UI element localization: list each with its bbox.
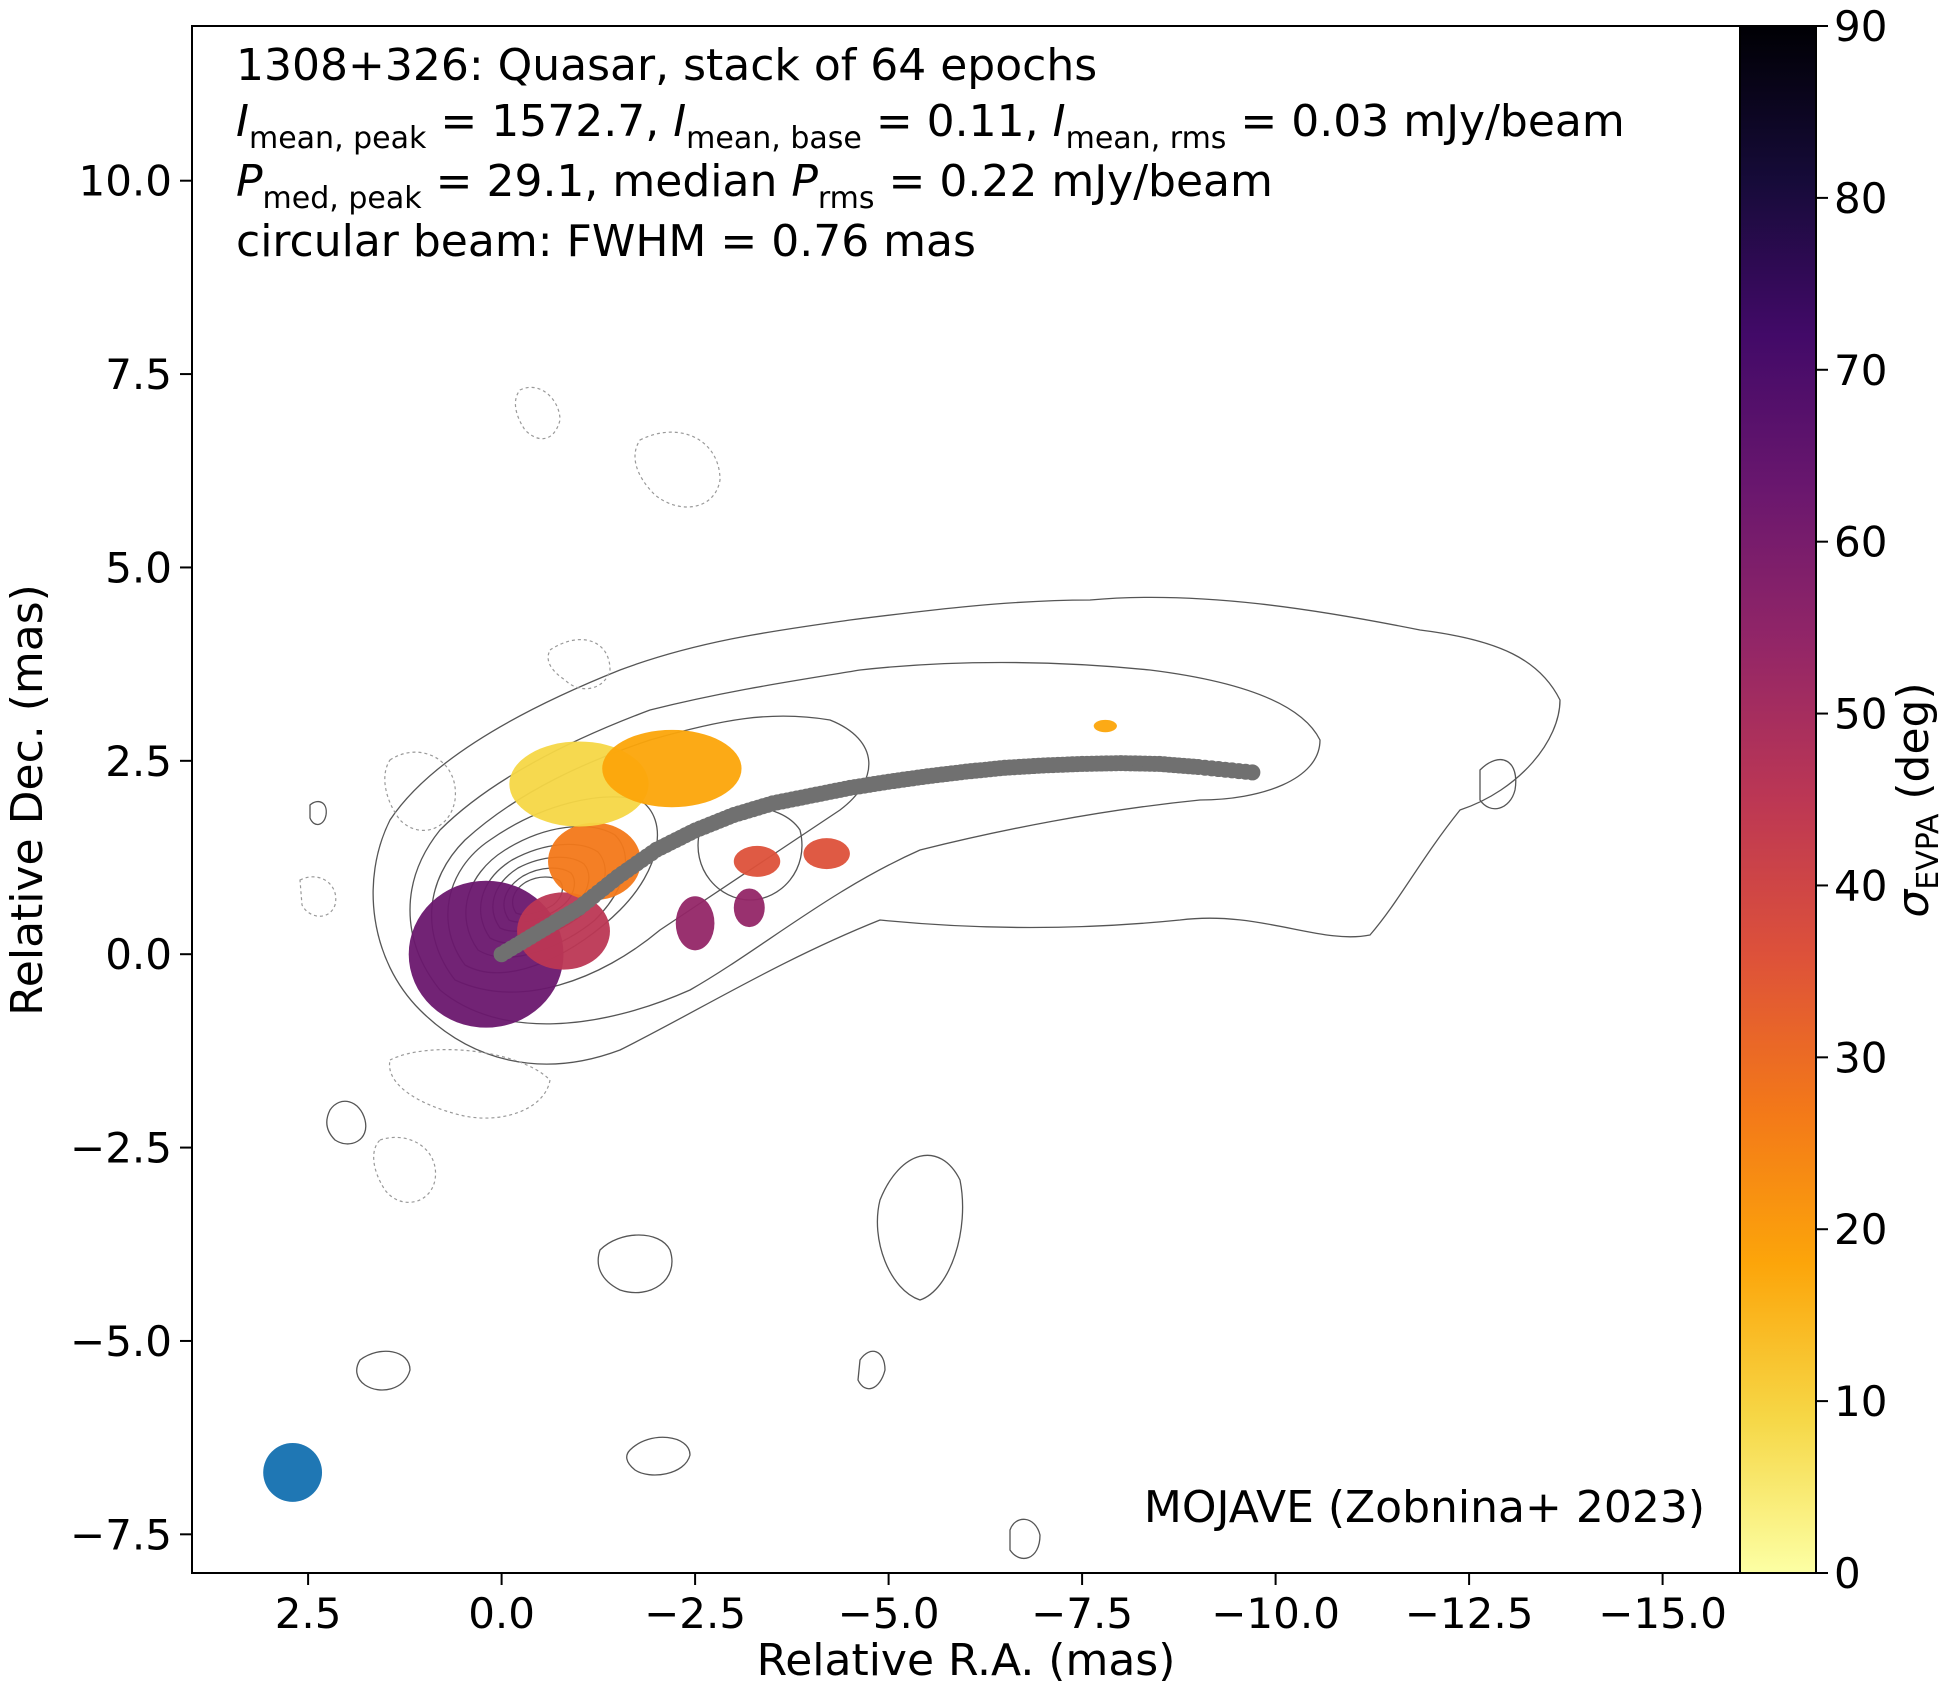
y-axis-label: Relative Dec. (mas) bbox=[2, 584, 53, 1016]
p-rms-symbol: P bbox=[791, 156, 818, 207]
jet-outer-contour bbox=[372, 596, 1561, 1065]
colorbar-label-symbol: σ bbox=[1888, 889, 1939, 918]
y-tick-label: 7.5 bbox=[105, 350, 172, 399]
i-rms-symbol: I bbox=[1053, 96, 1066, 147]
island-contour-1 bbox=[876, 1154, 964, 1301]
annotation-block: 1308+326: Quasar, stack of 64 epochs Ime… bbox=[236, 40, 1705, 1533]
colorbar-label-unit: (deg) bbox=[1888, 682, 1939, 813]
y-tick-label: −2.5 bbox=[70, 1124, 172, 1173]
island-contour-6 bbox=[857, 1350, 886, 1390]
colorbar-tick-label: 10 bbox=[1834, 1377, 1887, 1426]
colorbar-label: σEVPA (deg) bbox=[1888, 682, 1946, 917]
colorbar-tick-label: 30 bbox=[1834, 1033, 1887, 1082]
colorbar-fill bbox=[1740, 26, 1816, 1573]
y-tick-label: 0.0 bbox=[105, 930, 172, 979]
colorbar-label-subscript: EVPA bbox=[1911, 813, 1946, 890]
neg-contour-2 bbox=[634, 431, 721, 508]
x-tick-label: 0.0 bbox=[468, 1589, 535, 1638]
evpa-region bbox=[733, 888, 765, 928]
x-tick-label: −2.5 bbox=[644, 1589, 746, 1638]
island-contour-2 bbox=[597, 1234, 673, 1294]
colorbar: 0 10 20 30 40 50 60 70 80 90 σEVPA (deg) bbox=[1739, 2, 1946, 1598]
i-peak-symbol: I bbox=[236, 96, 249, 147]
evpa-region bbox=[602, 729, 742, 808]
annotation-line1: 1308+326: Quasar, stack of 64 epochs bbox=[236, 40, 1097, 91]
i-rms-value: = 0.03 mJy/beam bbox=[1226, 96, 1624, 147]
p-peak-value: = 29.1, median bbox=[422, 156, 792, 207]
island-contour-7 bbox=[1009, 1518, 1041, 1560]
p-rms-value: = 0.22 mJy/beam bbox=[875, 156, 1273, 207]
i-peak-subscript: mean, peak bbox=[249, 121, 427, 156]
annotation-line3: Pmed, peak = 29.1, median Prms = 0.22 mJ… bbox=[236, 156, 1273, 216]
island-contour-9 bbox=[309, 801, 327, 826]
island-contour-5 bbox=[626, 1436, 691, 1476]
neg-contour-5 bbox=[373, 1136, 437, 1203]
colorbar-tick-label: 80 bbox=[1834, 174, 1887, 223]
x-axis: 2.5 0.0 −2.5 −5.0 −7.5 −10.0 −12.5 −15.0 bbox=[275, 1573, 1727, 1638]
evpa-region bbox=[1093, 719, 1117, 733]
i-base-symbol: I bbox=[673, 96, 686, 147]
plot-area bbox=[263, 386, 1561, 1560]
y-tick-label: −5.0 bbox=[70, 1317, 172, 1366]
island-contour-8 bbox=[1479, 759, 1517, 810]
island-contour-4 bbox=[356, 1350, 411, 1391]
jet-contour-3 bbox=[430, 715, 870, 993]
colorbar-tick-label: 90 bbox=[1834, 2, 1887, 51]
p-peak-symbol: P bbox=[236, 156, 263, 207]
evpa-region bbox=[675, 896, 715, 951]
x-tick-label: −7.5 bbox=[1031, 1589, 1133, 1638]
x-tick-label: −5.0 bbox=[838, 1589, 940, 1638]
evpa-region bbox=[517, 892, 610, 970]
x-tick-label: −15.0 bbox=[1598, 1589, 1727, 1638]
colorbar-tick-label: 60 bbox=[1834, 518, 1887, 567]
p-rms-subscript: rms bbox=[818, 181, 875, 216]
neg-contour-1 bbox=[514, 386, 561, 440]
i-rms-subscript: mean, rms bbox=[1066, 121, 1227, 156]
ridge-point bbox=[1244, 764, 1261, 781]
x-tick-label: −12.5 bbox=[1405, 1589, 1534, 1638]
colorbar-tick-label: 50 bbox=[1834, 690, 1887, 739]
x-tick-label: 2.5 bbox=[275, 1589, 342, 1638]
colorbar-frame bbox=[1739, 25, 1817, 1574]
neg-contour-7 bbox=[299, 876, 337, 917]
y-tick-label: 2.5 bbox=[105, 737, 172, 786]
i-peak-value: = 1572.7, bbox=[426, 96, 673, 147]
beam-marker bbox=[263, 1443, 323, 1502]
plot-background bbox=[192, 26, 1740, 1573]
credit-text: MOJAVE (Zobnina+ 2023) bbox=[1144, 1482, 1705, 1533]
colorbar-tick-label: 0 bbox=[1834, 1549, 1861, 1598]
neg-contour-4 bbox=[389, 1048, 551, 1119]
y-axis: 10.0 7.5 5.0 2.5 0.0 −2.5 −5.0 −7.5 bbox=[70, 157, 192, 1559]
colorbar-tick-label: 40 bbox=[1834, 861, 1887, 910]
annotation-line4: circular beam: FWHM = 0.76 mas bbox=[236, 216, 976, 267]
y-tick-label: 5.0 bbox=[105, 543, 172, 592]
ridge-line bbox=[493, 755, 1261, 963]
evpa-region bbox=[803, 838, 850, 870]
island-contour-3 bbox=[326, 1100, 367, 1145]
i-base-subscript: mean, base bbox=[686, 121, 862, 156]
annotation-line2: Imean, peak = 1572.7, Imean, base = 0.11… bbox=[236, 96, 1625, 156]
i-base-value: = 0.11, bbox=[862, 96, 1053, 147]
colorbar-tick-label: 20 bbox=[1834, 1205, 1887, 1254]
p-peak-subscript: med, peak bbox=[263, 181, 423, 216]
y-tick-label: 10.0 bbox=[78, 157, 172, 206]
evpa-region bbox=[733, 845, 781, 877]
x-axis-label: Relative R.A. (mas) bbox=[757, 1635, 1176, 1686]
y-tick-label: −7.5 bbox=[70, 1510, 172, 1559]
colorbar-tick-label: 70 bbox=[1834, 346, 1887, 395]
colorbar-ticks: 0 10 20 30 40 50 60 70 80 90 bbox=[1816, 2, 1887, 1598]
x-tick-label: −10.0 bbox=[1211, 1589, 1340, 1638]
beam-circle bbox=[263, 1443, 323, 1502]
negative-contours bbox=[299, 386, 721, 1203]
